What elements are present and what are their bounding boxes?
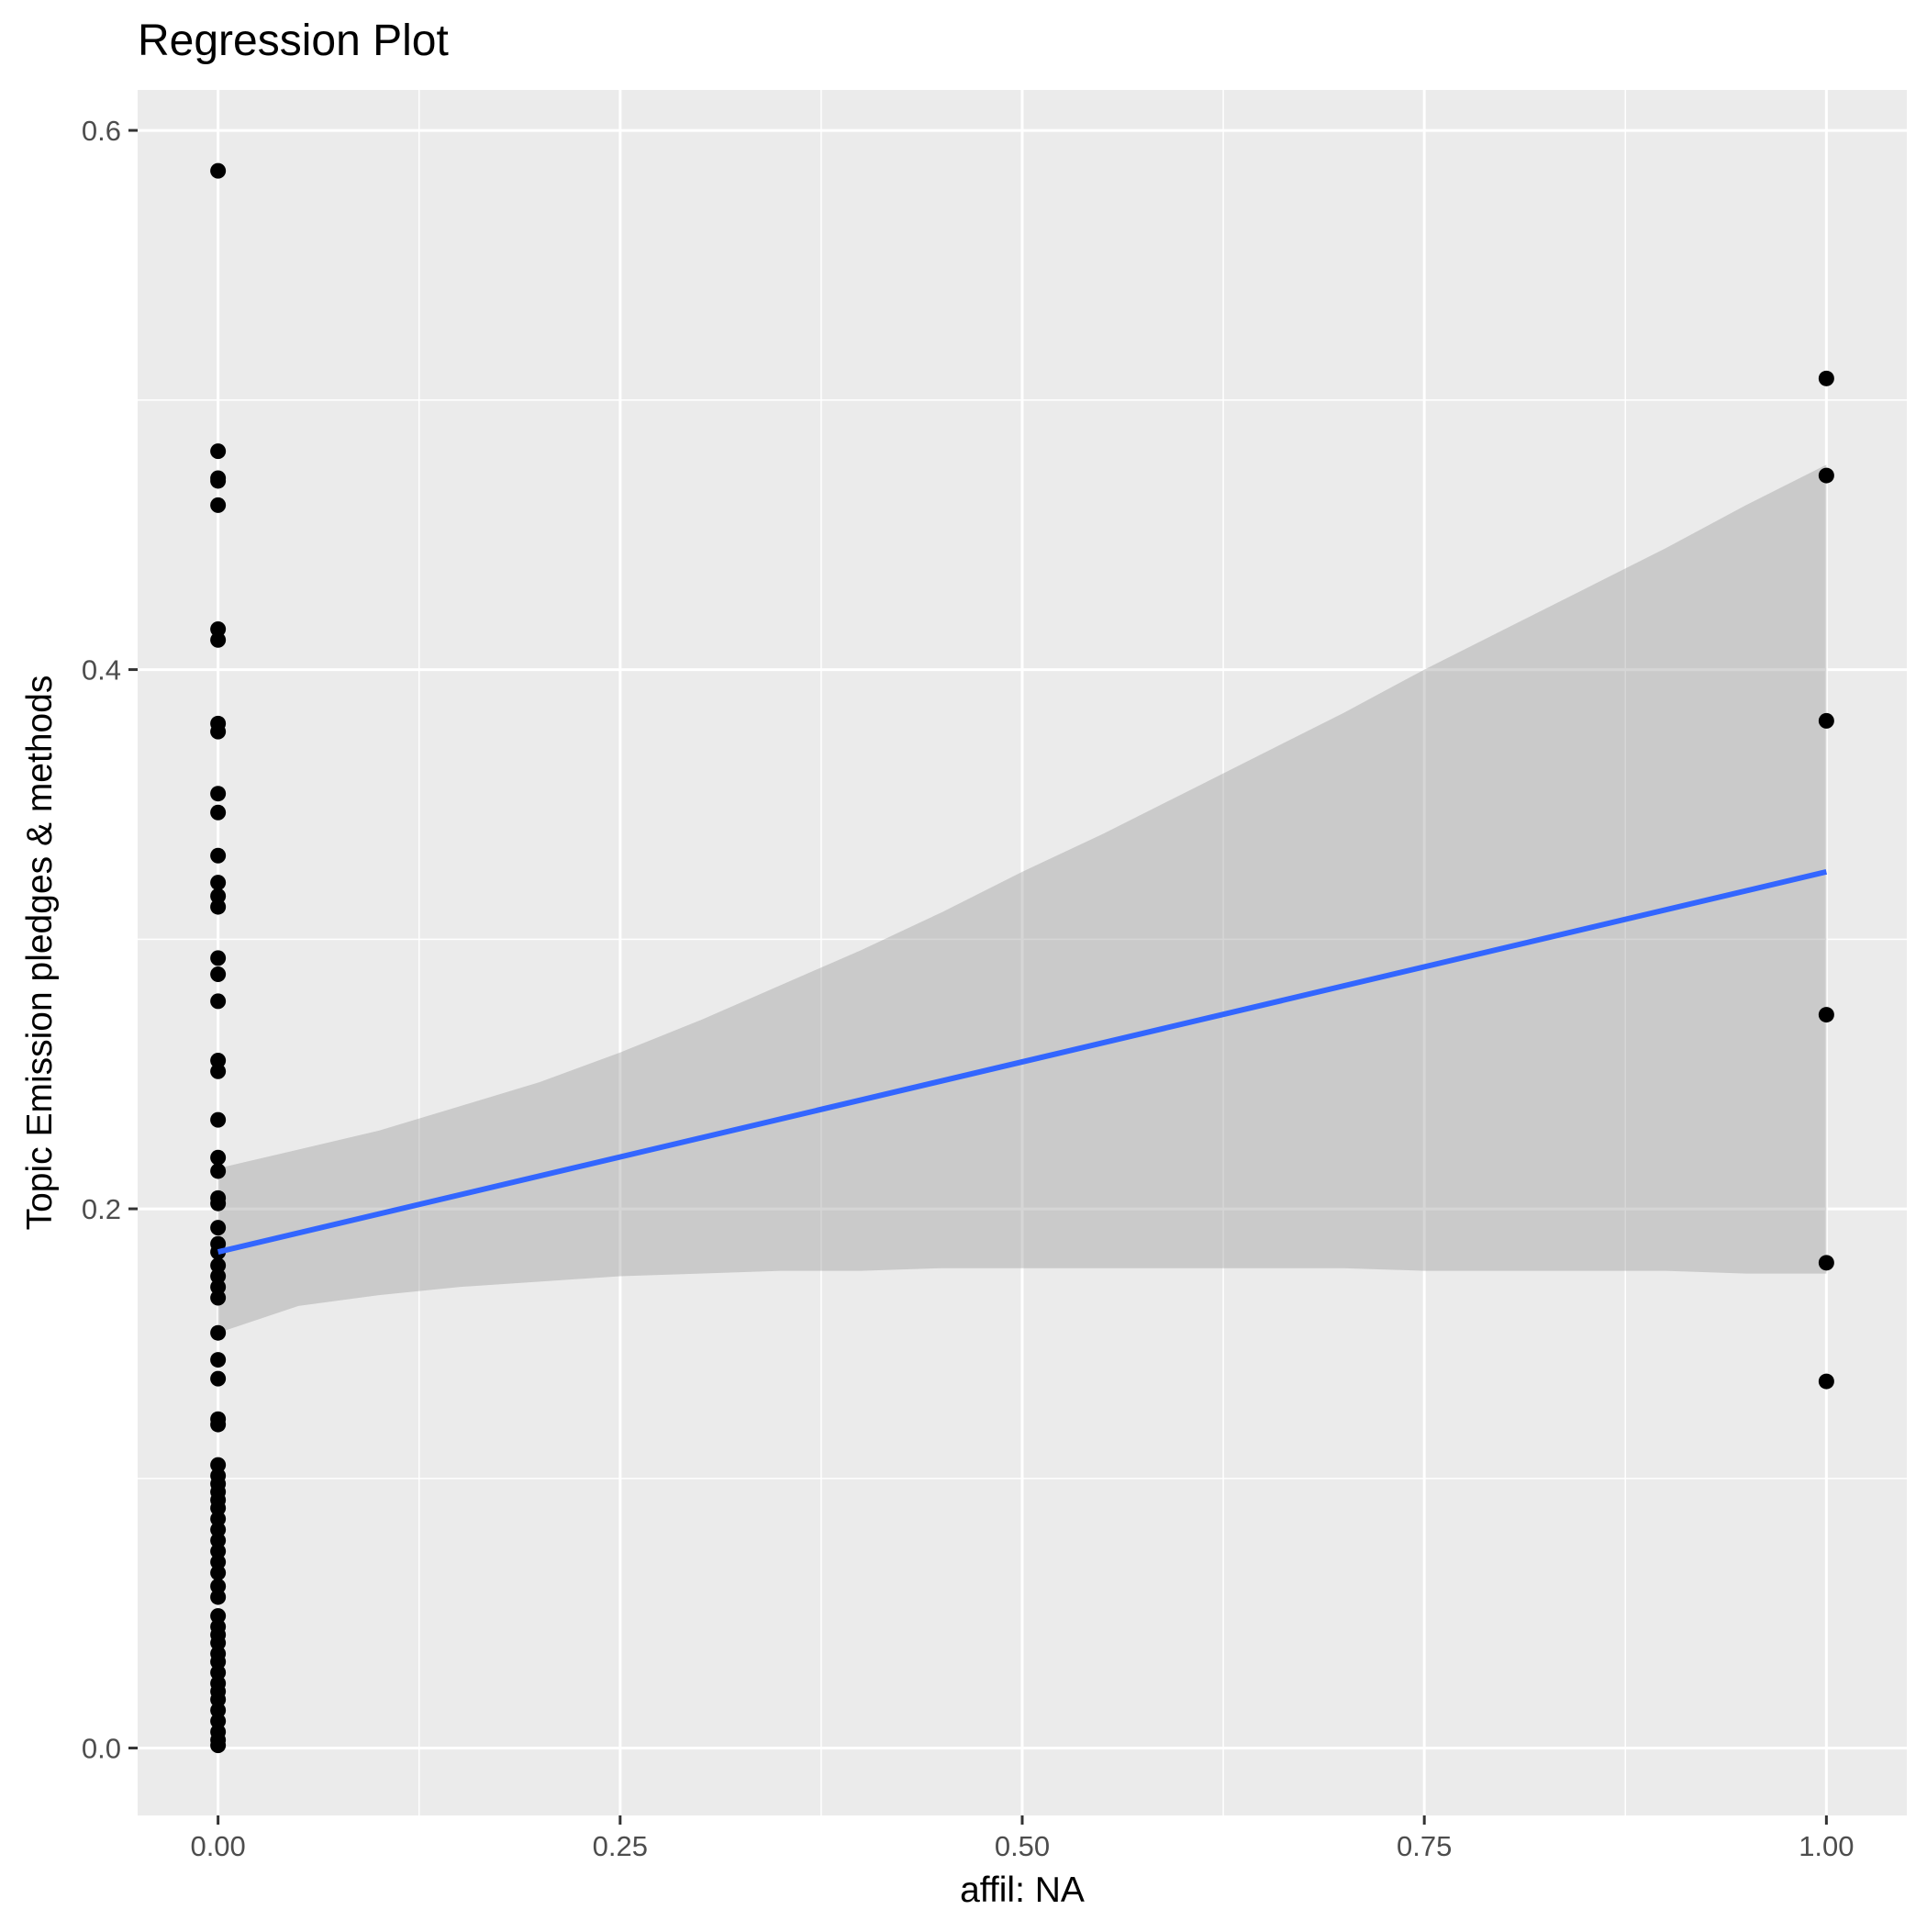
data-point [210, 1416, 227, 1433]
y-tick-label: 0.6 [82, 115, 121, 147]
data-point [210, 1532, 227, 1548]
major-gridlines [138, 90, 1907, 1815]
data-point [210, 888, 227, 904]
data-point [210, 1053, 227, 1068]
data-point [1818, 1007, 1834, 1023]
data-point [210, 1578, 227, 1594]
data-point [210, 1511, 227, 1527]
data-point [210, 875, 227, 891]
x-tick-label: 1.00 [1799, 1830, 1854, 1862]
data-point [210, 1149, 227, 1166]
data-point [210, 1589, 227, 1605]
data-point [210, 1702, 227, 1718]
data-point [210, 1713, 227, 1729]
y-tick-label: 0.4 [82, 654, 121, 687]
data-point [210, 847, 227, 864]
y-axis-tick-labels: 0.0 0.2 0.4 0.6 [82, 115, 121, 1765]
data-point [1818, 1373, 1834, 1390]
confidence-band-layer [217, 464, 1827, 1334]
data-point [210, 1279, 227, 1295]
data-point [210, 473, 227, 489]
data-point [210, 1635, 227, 1651]
regression-line-layer [217, 868, 1828, 1255]
data-point [210, 162, 227, 179]
data-point [210, 1352, 227, 1368]
data-point [210, 1522, 227, 1538]
data-points [210, 162, 1834, 1754]
data-point [210, 631, 227, 648]
data-point [1818, 1255, 1834, 1271]
data-point [210, 966, 227, 982]
y-axis-title: Topic Emission pledges & methods [20, 676, 60, 1231]
data-point [210, 1063, 227, 1079]
data-point [210, 497, 227, 513]
data-point [210, 1565, 227, 1581]
data-point [210, 1324, 227, 1341]
x-tick-label: 0.25 [593, 1830, 648, 1862]
data-point [1818, 467, 1834, 484]
x-tick-label: 0.00 [190, 1830, 245, 1862]
data-point [210, 723, 227, 740]
data-point [210, 804, 227, 821]
x-axis-tick-labels: 0.00 0.25 0.50 0.75 1.00 [190, 1830, 1854, 1862]
data-point [210, 899, 227, 915]
data-point [210, 1554, 227, 1570]
data-point [210, 993, 227, 1010]
data-point [210, 1195, 227, 1212]
data-point [210, 443, 227, 460]
x-axis-title: affil: NA [960, 1871, 1085, 1910]
data-point [210, 1692, 227, 1708]
data-point [210, 1500, 227, 1516]
data-point [210, 786, 227, 802]
confidence-band [217, 464, 1827, 1334]
data-point [210, 1268, 227, 1284]
x-tick-label: 0.50 [995, 1830, 1050, 1862]
data-point [210, 1654, 227, 1670]
data-point [210, 1664, 227, 1681]
regression-line [217, 868, 1828, 1255]
y-tick-label: 0.2 [82, 1193, 121, 1225]
data-point [210, 1370, 227, 1387]
data-point [210, 621, 227, 637]
axis-ticks [128, 128, 1828, 1825]
data-point [210, 1543, 227, 1559]
data-point [1818, 712, 1834, 729]
x-tick-label: 0.75 [1397, 1830, 1452, 1862]
data-point [210, 1457, 227, 1473]
data-point [210, 1111, 227, 1128]
data-point [210, 1257, 227, 1274]
y-tick-label: 0.0 [82, 1733, 121, 1765]
data-point [210, 1608, 227, 1625]
data-point [210, 1220, 227, 1236]
data-point [1818, 370, 1834, 386]
data-point [210, 950, 227, 966]
data-point [210, 1290, 227, 1306]
chart-title: Regression Plot [138, 17, 449, 65]
data-point [210, 1163, 227, 1179]
data-point [210, 1737, 227, 1754]
